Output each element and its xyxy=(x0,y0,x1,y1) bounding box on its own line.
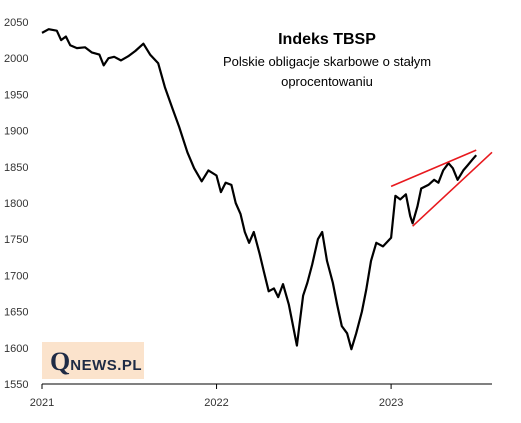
y-tick-label: 1600 xyxy=(4,343,28,355)
series-layer xyxy=(41,28,478,351)
series-line xyxy=(41,28,478,351)
x-tick-label: 2021 xyxy=(30,397,54,409)
brand-logo-text: NEWS.PL xyxy=(70,357,143,374)
y-tick-label: 1950 xyxy=(4,89,28,101)
y-tick-label: 1750 xyxy=(4,234,28,246)
chart-title: Indeks TBSP xyxy=(278,31,376,48)
y-tick-label: 1650 xyxy=(4,307,28,319)
x-tick-label: 2023 xyxy=(379,397,403,409)
y-axis-ticks: 1550 1600 1650 1700 1750 1800 1850 1900 1950 2000… xyxy=(4,17,28,391)
chart-subtitle-line-1: Polskie obligacje skarbowe o stałym xyxy=(223,54,431,69)
y-tick-label: 1850 xyxy=(4,162,28,174)
brand-logo-box xyxy=(42,342,144,379)
x-axis-tick-marks xyxy=(41,384,392,389)
brand-logo: QNEWS.PL xyxy=(50,347,142,377)
y-tick-label: 1550 xyxy=(4,379,28,391)
x-tick-label: 2022 xyxy=(204,397,228,409)
y-tick-label: 2050 xyxy=(4,17,28,29)
y-tick-label: 2000 xyxy=(4,53,28,65)
trendline xyxy=(390,149,477,188)
trendline xyxy=(412,151,493,227)
x-axis-ticks: 2021 2022 2023 xyxy=(30,397,404,409)
brand-logo-initial: Q xyxy=(50,347,71,376)
y-tick-label: 1800 xyxy=(4,198,28,210)
y-tick-label: 1900 xyxy=(4,126,28,138)
trendline-layer xyxy=(390,149,493,227)
chart-subtitle-line-2: oprocentowaniu xyxy=(281,74,373,89)
y-tick-label: 1700 xyxy=(4,270,28,282)
